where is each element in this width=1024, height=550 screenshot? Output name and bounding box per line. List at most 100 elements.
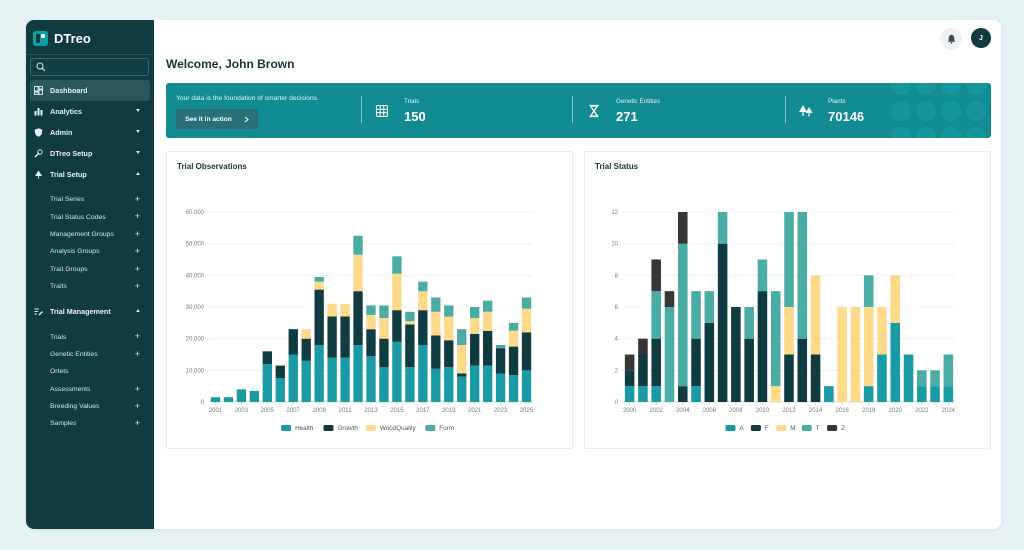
- sidebar-item-trial-setup[interactable]: Trial Setup: [26, 164, 154, 185]
- x-tick-label: 2008: [729, 408, 743, 414]
- stat-label: Trials: [404, 98, 420, 105]
- sidebar-item-analytics[interactable]: Analytics: [26, 101, 154, 122]
- subitem-label: Management Groups: [50, 230, 114, 238]
- plus-icon[interactable]: +: [134, 194, 140, 204]
- stat-value: 150: [404, 109, 426, 124]
- sidebar-item-trial-management[interactable]: Trial Management: [26, 301, 154, 322]
- brand[interactable]: DTreo: [33, 29, 91, 47]
- bar-segment-a: [877, 354, 887, 402]
- sidebar-subitem-samples[interactable]: Samples +: [26, 415, 154, 432]
- sidebar-subitem-trait-groups[interactable]: Trait Groups +: [26, 261, 154, 278]
- sidebar-subitem-trials[interactable]: Trials +: [26, 328, 154, 345]
- bar-segment-f: [717, 243, 728, 402]
- bar-segment-woodquality: [301, 329, 311, 339]
- bar-segment-woodquality: [457, 345, 467, 374]
- plus-icon[interactable]: +: [134, 228, 140, 239]
- legend-label: F: [765, 425, 769, 432]
- bar-segment-growth: [392, 310, 402, 342]
- bar-segment-form: [314, 276, 324, 282]
- bar-segment-growth: [340, 316, 350, 358]
- plus-icon[interactable]: +: [134, 263, 140, 274]
- x-tick-label: 2007: [287, 408, 301, 414]
- plus-icon[interactable]: +: [134, 348, 140, 359]
- bar-segment-a: [651, 386, 661, 402]
- sidebar-item-admin[interactable]: Admin: [26, 122, 154, 143]
- plus-icon[interactable]: +: [134, 211, 140, 222]
- tree-icon: [34, 170, 43, 179]
- sidebar-subitem-management-groups[interactable]: Management Groups +: [26, 226, 154, 243]
- bar-segment-health: [405, 367, 415, 402]
- y-tick-label: 10: [611, 242, 618, 248]
- legend-swatch: [776, 425, 787, 431]
- y-tick-label: 4: [615, 337, 619, 343]
- bar-chart-icon: [34, 107, 43, 116]
- bar-segment-health: [275, 378, 285, 402]
- sidebar-item-dtreo-setup[interactable]: DTreo Setup: [26, 143, 154, 164]
- bar-segment-woodquality: [314, 281, 324, 290]
- bar-segment-a: [943, 386, 954, 402]
- plus-icon[interactable]: +: [134, 280, 140, 291]
- sidebar-search-input[interactable]: [30, 58, 149, 76]
- sidebar-item-dashboard[interactable]: Dashboard: [30, 80, 150, 101]
- see-it-in-action-button[interactable]: See it in action: [176, 109, 258, 129]
- bar-segment-m: [890, 275, 901, 323]
- bar-segment-woodquality: [444, 316, 454, 341]
- trial-observations-chart: 0 10,000 20,000 30,000 40,000 50,000 60,000 200…: [186, 210, 534, 432]
- sidebar-item-label: Dashboard: [50, 86, 88, 95]
- plus-icon[interactable]: +: [134, 383, 140, 394]
- main-content: J Welcome, John Brown Your data is the f…: [154, 20, 1001, 529]
- sidebar-subitem-trial-status-codes[interactable]: Trial Status Codes +: [26, 208, 154, 225]
- bar-segment-health: [288, 354, 298, 402]
- grid-icon: [374, 103, 390, 119]
- y-tick-label: 0: [615, 400, 619, 406]
- app-window: DTreo Dashboard Analytics: [26, 20, 1001, 529]
- x-tick-label: 2010: [756, 408, 770, 414]
- bar-segment-m: [810, 275, 821, 355]
- legend-label: A: [740, 425, 745, 432]
- stat-label: Plants: [828, 98, 846, 105]
- bar-segment-health: [262, 364, 272, 402]
- bar-segment-form: [418, 281, 428, 292]
- x-tick-label: 2023: [494, 408, 508, 414]
- sidebar-subitem-assessments[interactable]: Assessments +: [26, 381, 154, 398]
- bar-segment-growth: [521, 332, 532, 371]
- bar-segment-health: [392, 341, 402, 402]
- avatar[interactable]: J: [971, 28, 991, 48]
- x-tick-label: 2015: [390, 408, 404, 414]
- bar-segment-a: [930, 386, 940, 402]
- plus-icon[interactable]: +: [134, 246, 140, 257]
- trial-observations-card: Trial Observations 0 10,000 20,000 30,000 40…: [166, 151, 573, 449]
- subitem-label: Genetic Entities: [50, 350, 98, 358]
- x-tick-label: 2001: [209, 408, 223, 414]
- bar-segment-form: [444, 305, 454, 317]
- notifications-button[interactable]: [940, 28, 962, 50]
- trees-icon: [798, 103, 814, 119]
- bar-segment-f: [744, 338, 754, 402]
- x-tick-label: 2003: [235, 408, 249, 414]
- sidebar-subitem-ortets[interactable]: Ortets: [26, 363, 154, 380]
- plus-icon[interactable]: +: [134, 400, 140, 411]
- bar-segment-health: [457, 376, 467, 402]
- y-tick-label: 50,000: [186, 242, 205, 248]
- sidebar-subitem-breeding-values[interactable]: Breeding Values +: [26, 398, 154, 415]
- bar-segment-t: [797, 212, 808, 339]
- bar-segment-woodquality: [521, 308, 532, 333]
- bar-segment-woodquality: [340, 303, 350, 317]
- bar-segment-form: [366, 305, 376, 315]
- plus-icon[interactable]: +: [134, 418, 140, 429]
- x-tick-label: 2011: [339, 408, 353, 414]
- search-icon: [36, 62, 46, 72]
- sidebar-subitem-traits[interactable]: Traits +: [26, 278, 154, 295]
- sidebar-item-label: Admin: [50, 128, 73, 137]
- decorative-circles: [891, 83, 986, 138]
- plus-icon[interactable]: +: [134, 331, 140, 342]
- hourglass-icon: [586, 103, 602, 119]
- bar-segment-growth: [379, 338, 389, 368]
- bar-segment-health: [521, 370, 532, 402]
- bar-segment-health: [353, 345, 363, 402]
- sidebar-subitem-trial-series[interactable]: Trial Series +: [26, 191, 154, 208]
- bar-segment-growth: [405, 324, 415, 368]
- sidebar-subitem-genetic-entities[interactable]: Genetic Entities +: [26, 346, 154, 363]
- sidebar-item-label: Trial Setup: [50, 170, 87, 179]
- sidebar-subitem-analysis-groups[interactable]: Analysis Groups +: [26, 243, 154, 260]
